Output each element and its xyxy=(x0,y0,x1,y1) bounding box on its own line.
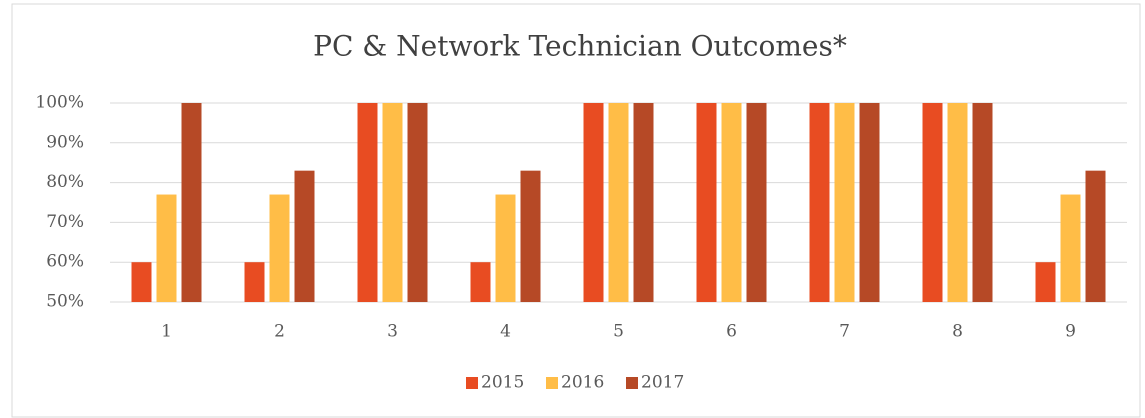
legend-label: 2017 xyxy=(641,373,684,393)
bar xyxy=(922,103,943,302)
x-tick-label: 6 xyxy=(726,322,737,342)
bar xyxy=(608,103,629,302)
bar xyxy=(583,103,604,302)
bar xyxy=(269,194,290,302)
bar xyxy=(294,170,315,302)
legend-swatch xyxy=(626,377,638,389)
bar xyxy=(382,103,403,302)
legend-swatch xyxy=(466,377,478,389)
x-tick-label: 4 xyxy=(500,322,511,342)
bar xyxy=(1060,194,1081,302)
legend-label: 2015 xyxy=(481,373,524,393)
bar xyxy=(834,103,855,302)
bar xyxy=(1035,262,1056,302)
y-tick-label: 90% xyxy=(46,132,84,152)
bar xyxy=(357,103,378,302)
x-tick-label: 2 xyxy=(274,322,285,342)
bar xyxy=(809,103,830,302)
x-tick-label: 7 xyxy=(839,322,850,342)
x-tick-label: 3 xyxy=(387,322,398,342)
bar xyxy=(131,262,152,302)
bar xyxy=(696,103,717,302)
legend-swatch xyxy=(546,377,558,389)
bar xyxy=(1085,170,1106,302)
bar xyxy=(972,103,993,302)
bar xyxy=(721,103,742,302)
bar xyxy=(407,103,428,302)
x-tick-label: 8 xyxy=(952,322,963,342)
bar xyxy=(746,103,767,302)
bar xyxy=(181,103,202,302)
chart-title: PC & Network Technician Outcomes* xyxy=(313,30,847,63)
chart-border xyxy=(11,3,1141,418)
bar xyxy=(520,170,541,302)
bar xyxy=(633,103,654,302)
y-tick-label: 100% xyxy=(35,93,84,113)
y-tick-label: 70% xyxy=(46,212,84,232)
x-tick-label: 1 xyxy=(161,322,172,342)
bar xyxy=(244,262,265,302)
bar xyxy=(859,103,880,302)
y-tick-label: 80% xyxy=(46,172,84,192)
bar xyxy=(156,194,177,302)
x-tick-label: 9 xyxy=(1065,322,1076,342)
x-tick-label: 5 xyxy=(613,322,624,342)
bar xyxy=(470,262,491,302)
bar xyxy=(947,103,968,302)
y-tick-label: 50% xyxy=(46,292,84,312)
y-tick-label: 60% xyxy=(46,252,84,272)
bar xyxy=(495,194,516,302)
legend-label: 2016 xyxy=(561,373,604,393)
